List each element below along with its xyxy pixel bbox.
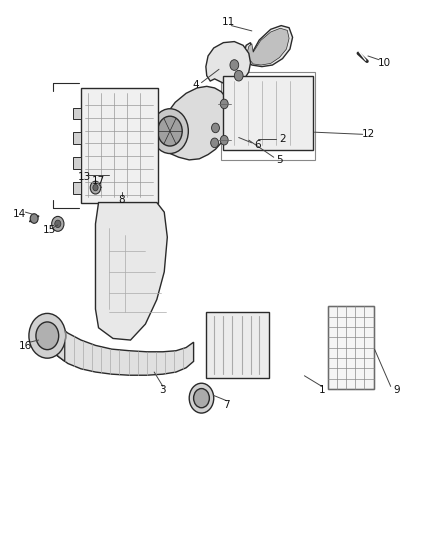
Text: 5: 5 (276, 155, 283, 165)
Text: 2: 2 (279, 134, 286, 143)
Circle shape (211, 138, 219, 148)
Polygon shape (244, 26, 293, 67)
Bar (223, 76, 313, 150)
Bar (73, 108, 81, 119)
Bar (73, 132, 81, 144)
Text: 17: 17 (92, 176, 105, 186)
Text: 1: 1 (318, 385, 325, 395)
Text: 13: 13 (78, 172, 91, 182)
Polygon shape (247, 28, 289, 65)
Bar (328, 306, 374, 389)
Circle shape (152, 109, 188, 154)
Text: 6: 6 (254, 140, 261, 150)
Polygon shape (50, 321, 194, 375)
Circle shape (189, 383, 214, 413)
Bar (221, 72, 315, 160)
Bar (73, 157, 81, 169)
Polygon shape (45, 321, 65, 361)
Circle shape (36, 322, 59, 350)
Circle shape (194, 389, 209, 408)
Bar (206, 312, 269, 378)
Text: 9: 9 (393, 385, 400, 395)
Text: 16: 16 (19, 342, 32, 351)
Polygon shape (164, 86, 229, 160)
Text: 10: 10 (378, 58, 391, 68)
Text: 4: 4 (193, 80, 200, 90)
Text: 14: 14 (13, 209, 26, 219)
Circle shape (93, 184, 98, 191)
Text: 3: 3 (159, 385, 166, 395)
Polygon shape (95, 203, 167, 340)
Text: 7: 7 (223, 400, 230, 410)
Circle shape (234, 70, 243, 81)
Circle shape (52, 216, 64, 231)
Circle shape (212, 123, 219, 133)
Circle shape (230, 60, 239, 70)
Circle shape (30, 214, 38, 223)
Text: 15: 15 (42, 225, 56, 235)
Text: 11: 11 (222, 18, 235, 27)
Bar (81, 88, 158, 203)
Circle shape (220, 99, 228, 109)
Circle shape (90, 181, 101, 194)
Text: 12: 12 (362, 130, 375, 139)
Circle shape (220, 135, 228, 145)
Polygon shape (206, 42, 251, 84)
Circle shape (29, 313, 66, 358)
Circle shape (55, 220, 61, 228)
Bar (73, 182, 81, 194)
Text: 8: 8 (118, 195, 125, 205)
Circle shape (158, 116, 182, 146)
